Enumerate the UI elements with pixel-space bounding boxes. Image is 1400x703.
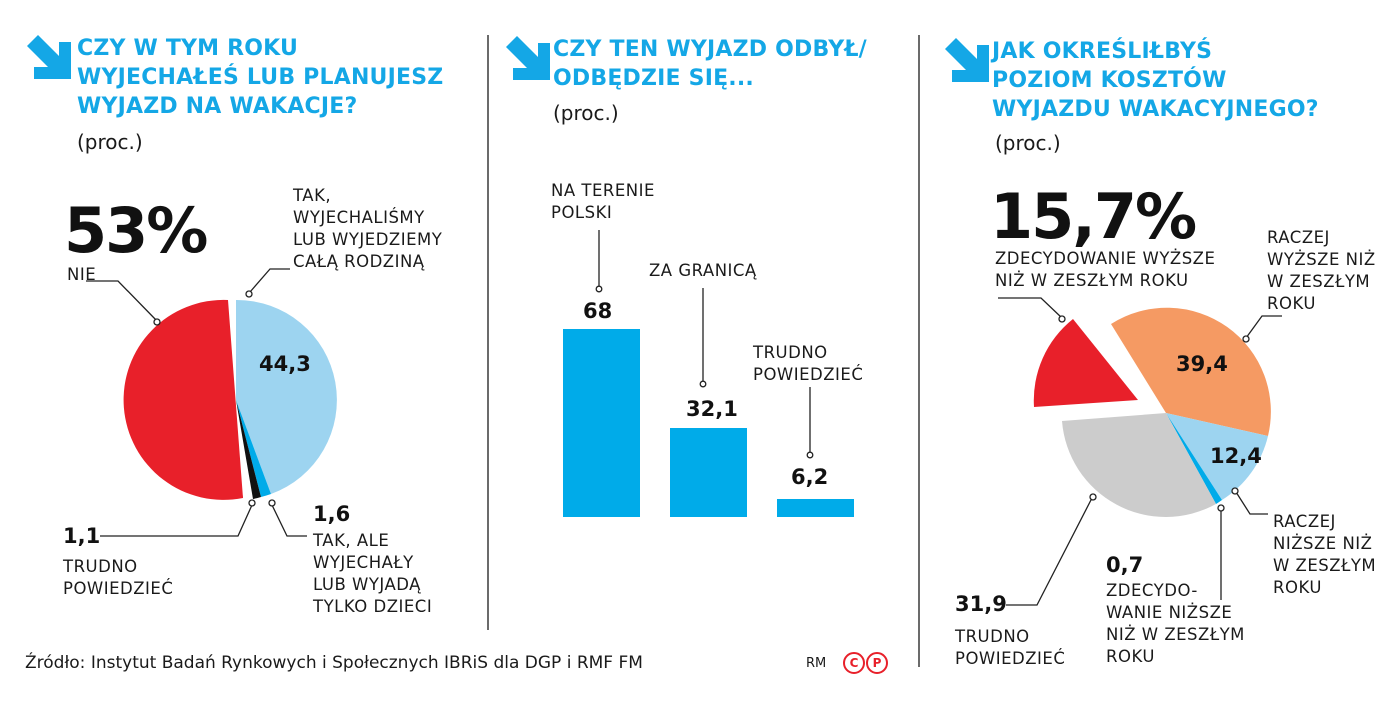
label-trudno-costs: TRUDNO POWIEDZIEĆ [955, 627, 1066, 668]
label-nie: NIE [67, 265, 97, 284]
bar-leader-lines [595, 230, 814, 459]
pie-slice-tak-cala [236, 299, 337, 494]
author-initials: RM [806, 656, 827, 671]
bar-value-polska: 68 [583, 299, 613, 323]
bar-label-granica: ZA GRANICĄ [649, 261, 757, 280]
value-tak-cala: 44,3 [259, 352, 311, 376]
bar-label-trudno: TRUDNO POWIEDZIEĆ [753, 343, 864, 384]
pie-slice-zdec-wyzsze [1033, 319, 1138, 407]
source-note: Źródło: Instytut Badań Rynkowych i Społe… [25, 653, 643, 673]
pie-slice-raczej-nizsze [1166, 413, 1268, 500]
panel2-unit: (proc.) [553, 101, 619, 125]
panel1-unit: (proc.) [77, 130, 143, 154]
label-zdec-wyzsze: ZDECYDOWANIE WYŻSZE NIŻ W ZESZŁYM ROKU [995, 249, 1216, 290]
panel2-title: CZY TEN WYJAZD ODBYŁ/ ODBĘDZIE SIĘ... [553, 37, 867, 91]
pie-slice-trudno [1062, 413, 1216, 517]
arrow-down-right-icon [945, 38, 989, 82]
value-zdec-nizsze: 0,7 [1106, 553, 1144, 577]
pie-slice-tylko-dzieci [236, 400, 271, 497]
divider-2 [918, 35, 920, 667]
value-trudno: 1,1 [63, 524, 101, 548]
panel1-title: CZY W TYM ROKU WYJECHAŁEŚ LUB PLANUJESZ … [77, 36, 444, 119]
value-tylko-dzieci: 1,6 [313, 502, 351, 526]
label-zdec-nizsze: ZDECYDO- WANIE NIŻSZE NIŻ W ZESZŁYM ROKU [1106, 581, 1245, 666]
bar-trudno [777, 499, 854, 517]
value-raczej-nizsze: 12,4 [1210, 444, 1262, 468]
bar-polska [563, 329, 640, 517]
label-raczej-nizsze: RACZEJ NIŻSZE NIŻ W ZESZŁYM ROKU [1273, 512, 1377, 597]
pie-chart-vacation [86, 268, 337, 537]
divider-1 [487, 35, 489, 630]
label-raczej-wyzsze: RACZEJ WYŻSZE NIŻ W ZESZŁYM ROKU [1267, 228, 1376, 313]
label-trudno: TRUDNO POWIEDZIEĆ [63, 557, 174, 598]
panel3-highlight-value: 15,7% [990, 180, 1197, 253]
bar-label-polska: NA TERENIE POLSKI [551, 181, 655, 222]
panel3-title: JAK OKREŚLIŁBYŚ POZIOM KOSZTÓW WYJAZDU W… [992, 39, 1319, 122]
panel1-highlight-value: 53% [64, 194, 208, 267]
bar-value-trudno: 6,2 [791, 465, 829, 489]
label-tylko-dzieci: TAK, ALE WYJECHAŁY LUB WYJADĄ TYLKO DZIE… [313, 531, 433, 616]
value-trudno-costs: 31,9 [955, 592, 1007, 616]
bar-granica [670, 428, 747, 517]
label-tak-cala-rodzina: TAK, WYJECHALIŚMY LUB WYJEDZIEMY CAŁĄ RO… [293, 186, 443, 271]
arrow-down-right-icon [506, 36, 550, 80]
pie-slice-trudno [236, 400, 261, 499]
arrow-down-right-icon [27, 35, 71, 79]
bar-value-granica: 32,1 [686, 397, 738, 421]
phonogram-icon: P [866, 652, 888, 674]
panel3-unit: (proc.) [995, 131, 1061, 155]
pie-slice-raczej-wyzsze [1111, 307, 1271, 436]
value-raczej-wyzsze: 39,4 [1176, 352, 1228, 376]
copyright-icon: C [843, 652, 865, 674]
pie-slice-zdec-nizsze [1166, 413, 1222, 504]
